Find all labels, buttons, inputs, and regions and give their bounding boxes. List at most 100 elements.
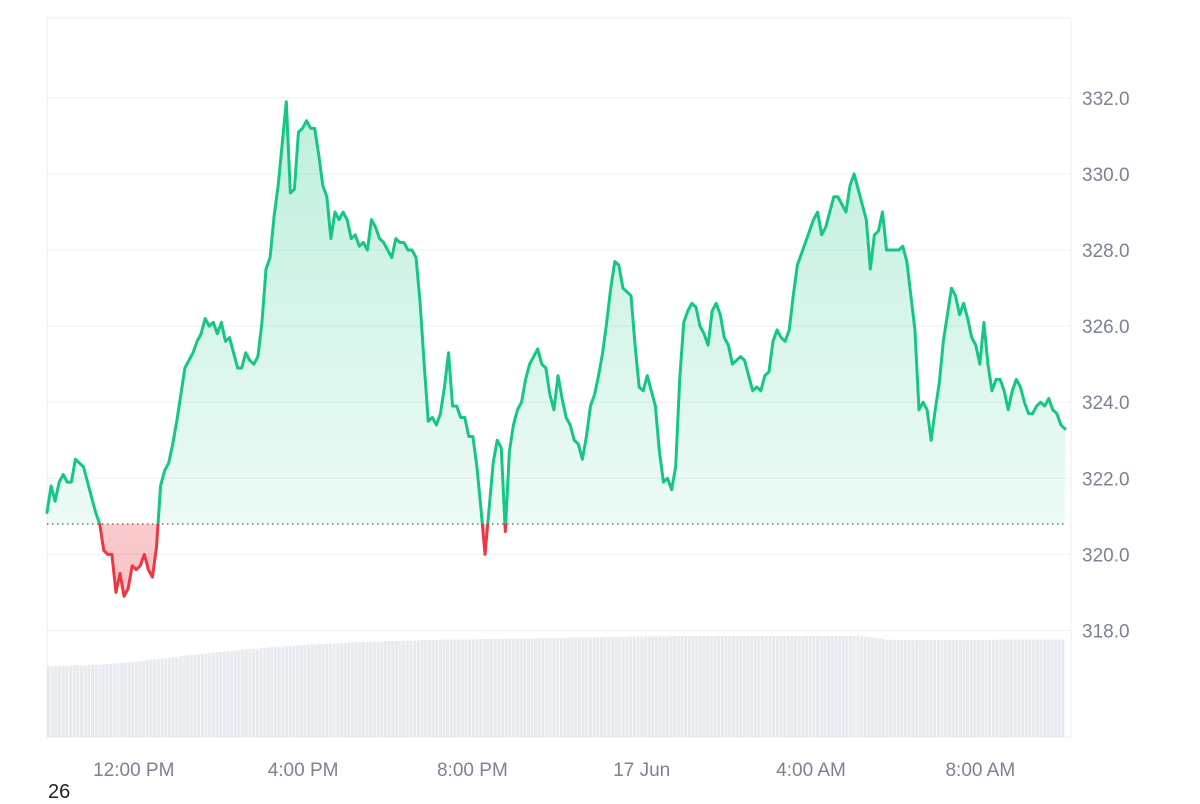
volume-bar bbox=[958, 640, 962, 737]
volume-bar bbox=[892, 640, 896, 737]
volume-bar bbox=[1046, 639, 1050, 737]
volume-bar bbox=[1024, 639, 1028, 737]
volume-bar bbox=[534, 638, 538, 737]
volume-bar bbox=[702, 636, 706, 737]
volume-bar bbox=[145, 660, 149, 737]
volume-bar bbox=[299, 645, 303, 737]
volume-bar bbox=[647, 636, 651, 737]
volume-bar bbox=[47, 666, 51, 737]
volume-bar bbox=[951, 640, 955, 737]
volume-bar bbox=[252, 648, 256, 738]
volume-bar bbox=[211, 652, 215, 737]
volume-bar bbox=[614, 637, 618, 737]
volume-bar bbox=[695, 636, 699, 737]
volume-bar bbox=[215, 652, 219, 737]
volume-bar bbox=[490, 639, 494, 737]
volume-bar bbox=[504, 638, 508, 737]
x-tick-label: 4:00 AM bbox=[776, 760, 846, 781]
volume-bar bbox=[830, 636, 834, 737]
volume-bar bbox=[713, 636, 717, 737]
volume-bar bbox=[1050, 639, 1054, 737]
volume-bar bbox=[566, 637, 571, 737]
volume-bar bbox=[83, 665, 87, 737]
volume-bar bbox=[471, 639, 475, 737]
volume-bar bbox=[709, 636, 713, 737]
volume-bar bbox=[288, 646, 292, 737]
volume-bar bbox=[654, 636, 658, 737]
volume-bar bbox=[815, 636, 820, 737]
volume-bar bbox=[673, 636, 677, 737]
volume-bar bbox=[222, 651, 226, 737]
volume-bar bbox=[819, 636, 823, 737]
price-lines bbox=[45, 100, 1067, 598]
volume-bar bbox=[574, 637, 578, 737]
volume-bar bbox=[1017, 639, 1021, 737]
volume-bar bbox=[446, 639, 450, 737]
x-axis-tick-labels: 12:00 PM 4:00 PM 8:00 PM 17 Jun 4:00 AM 8:00 … bbox=[93, 760, 1015, 781]
volume-bar bbox=[859, 636, 863, 737]
volume-bar bbox=[134, 661, 138, 737]
volume-bar bbox=[79, 665, 84, 737]
y-tick-label: 322.0 bbox=[1082, 469, 1130, 490]
volume-bar bbox=[936, 640, 940, 737]
volume-bar bbox=[501, 639, 505, 737]
volume-bar bbox=[354, 642, 358, 737]
volume-bar bbox=[548, 638, 552, 737]
volume-bar bbox=[409, 640, 413, 737]
volume-bar bbox=[775, 636, 779, 737]
y-tick-label: 332.0 bbox=[1082, 89, 1130, 110]
volume-bar bbox=[90, 664, 94, 737]
volume-bar bbox=[607, 637, 611, 737]
volume-bar bbox=[339, 643, 344, 737]
volume-bar bbox=[263, 648, 267, 737]
volume-bar bbox=[676, 636, 680, 737]
volume-bar bbox=[812, 636, 816, 737]
volume-bar bbox=[380, 641, 384, 737]
volume-bar bbox=[728, 636, 732, 737]
volume-bar bbox=[896, 640, 900, 737]
volume-bar bbox=[336, 643, 340, 737]
volume-bar bbox=[226, 651, 230, 737]
volume-bar bbox=[980, 640, 984, 737]
volume-bar bbox=[512, 638, 516, 737]
volume-bar bbox=[153, 659, 157, 737]
volume-bar bbox=[508, 638, 512, 737]
volume-bar bbox=[1039, 639, 1043, 737]
volume-bar bbox=[925, 640, 929, 737]
volume-bar bbox=[171, 657, 175, 737]
volume-bar bbox=[563, 637, 567, 737]
volume-bar bbox=[805, 636, 809, 737]
volume-bar bbox=[922, 640, 926, 737]
area-below-baseline bbox=[99, 523, 506, 597]
volume-bar bbox=[1002, 639, 1006, 737]
volume-bar bbox=[468, 639, 472, 737]
volume-bar bbox=[786, 636, 790, 737]
volume-bar bbox=[977, 640, 981, 737]
volume-bar bbox=[559, 638, 563, 737]
volume-bar bbox=[757, 636, 761, 737]
volume-bar bbox=[255, 648, 259, 738]
volume-bar bbox=[361, 642, 365, 737]
volume-bar bbox=[698, 636, 702, 737]
volume-bar bbox=[277, 646, 281, 737]
volume-bar bbox=[98, 664, 102, 737]
volume-bar bbox=[438, 640, 442, 737]
volume-bar bbox=[453, 639, 457, 737]
volume-bar bbox=[398, 641, 402, 737]
volume-bar bbox=[65, 665, 69, 737]
volume-bar bbox=[856, 636, 860, 737]
volume-bar bbox=[230, 651, 234, 737]
volume-bar bbox=[233, 650, 237, 737]
volume-bar bbox=[794, 636, 798, 737]
volume-bar bbox=[761, 636, 765, 737]
volume-bar bbox=[328, 643, 333, 738]
volume-bar bbox=[248, 649, 252, 737]
volume-bar bbox=[460, 639, 464, 737]
volume-bar bbox=[482, 639, 486, 737]
volume-bar bbox=[537, 638, 541, 737]
volume-bar bbox=[643, 636, 647, 737]
volume-bar bbox=[783, 636, 787, 737]
volume-bar bbox=[874, 638, 878, 737]
volume-bar bbox=[530, 638, 534, 737]
volume-bar bbox=[621, 637, 625, 737]
